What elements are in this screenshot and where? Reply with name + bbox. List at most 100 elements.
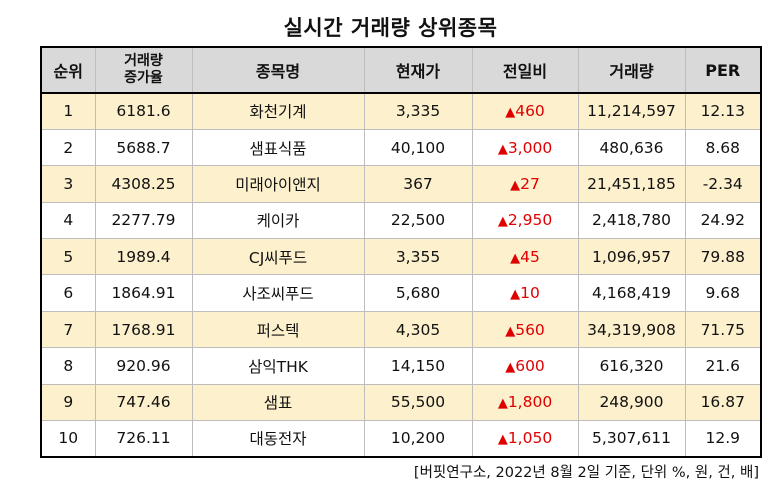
stock-name-cell: 케이카 [191, 201, 365, 240]
change-cell: ▲3,000 [471, 128, 579, 167]
price-cell: 4,305 [363, 310, 473, 349]
change-value: 1,800 [507, 393, 553, 412]
table-row: 7 1768.91 퍼스텍 4,305 ▲560 34,319,908 71.75 [40, 310, 762, 349]
price-cell: 40,100 [363, 128, 473, 167]
rank-cell: 5 [40, 238, 96, 276]
rank-cell: 4 [40, 201, 96, 240]
per-cell: 12.13 [684, 92, 762, 130]
up-triangle-icon: ▲ [510, 177, 521, 193]
per-cell: 9.68 [684, 274, 762, 312]
price-cell: 14,150 [363, 347, 473, 385]
table-row: 8 920.96 삼익THK 14,150 ▲600 616,320 21.6 [40, 347, 762, 385]
header-volume: 거래량 [577, 46, 686, 94]
change-value: 460 [515, 102, 545, 121]
volume-cell: 248,900 [577, 383, 686, 422]
volume-cell: 4,168,419 [577, 274, 686, 312]
stock-name-cell: 샘표 [191, 383, 365, 422]
source-note: [버핏연구소, 2022년 8월 2일 기준, 단위 %, 원, 건, 배] [413, 465, 759, 481]
volume-surge-cell: 6181.6 [94, 92, 193, 130]
up-triangle-icon: ▲ [497, 141, 508, 157]
per-cell: -2.34 [684, 165, 762, 203]
change-value: 1,050 [507, 429, 553, 448]
volume-surge-cell: 1864.91 [94, 274, 193, 312]
change-value: 3,000 [507, 138, 553, 157]
table-row: 5 1989.4 CJ씨푸드 3,355 ▲45 1,096,957 79.88 [40, 238, 762, 276]
change-value: 10 [520, 284, 540, 303]
table-row: 4 2277.79 케이카 22,500 ▲2,950 2,418,780 24.92 [40, 201, 762, 240]
per-cell: 24.92 [684, 201, 762, 240]
price-cell: 10,200 [363, 420, 473, 458]
price-cell: 22,500 [363, 201, 473, 240]
volume-surge-cell: 4308.25 [94, 165, 193, 203]
stock-name-cell: 샘표식품 [191, 128, 365, 167]
table-row: 3 4308.25 미래아이앤지 367 ▲27 21,451,185 -2.34 [40, 165, 762, 203]
volume-cell: 21,451,185 [577, 165, 686, 203]
header-price: 현재가 [363, 46, 473, 94]
volume-surge-cell: 747.46 [94, 383, 193, 422]
up-triangle-icon: ▲ [510, 287, 521, 303]
page-title: 실시간 거래량 상위종목 [283, 16, 498, 40]
volume-cell: 11,214,597 [577, 92, 686, 130]
volume-surge-cell: 2277.79 [94, 201, 193, 240]
change-cell: ▲560 [471, 310, 579, 349]
price-cell: 3,355 [363, 238, 473, 276]
rank-cell: 9 [40, 383, 96, 422]
up-triangle-icon: ▲ [505, 359, 516, 375]
up-triangle-icon: ▲ [510, 250, 521, 266]
volume-cell: 480,636 [577, 128, 686, 167]
change-value: 2,950 [507, 211, 553, 230]
volume-surge-cell: 5688.7 [94, 128, 193, 167]
volume-cell: 5,307,611 [577, 420, 686, 458]
change-cell: ▲10 [471, 274, 579, 312]
per-cell: 12.9 [684, 420, 762, 458]
stock-name-cell: 사조씨푸드 [191, 274, 365, 312]
up-triangle-icon: ▲ [497, 214, 508, 230]
change-value: 45 [520, 247, 540, 266]
per-cell: 79.88 [684, 238, 762, 276]
change-value: 27 [520, 174, 540, 193]
change-cell: ▲1,800 [471, 383, 579, 422]
up-triangle-icon: ▲ [505, 105, 516, 121]
rank-cell: 1 [40, 92, 96, 130]
up-triangle-icon: ▲ [497, 432, 508, 448]
header-per: PER [684, 46, 762, 94]
table-row: 2 5688.7 샘표식품 40,100 ▲3,000 480,636 8.68 [40, 128, 762, 167]
change-cell: ▲2,950 [471, 201, 579, 240]
volume-surge-cell: 1989.4 [94, 238, 193, 276]
change-cell: ▲45 [471, 238, 579, 276]
volume-cell: 34,319,908 [577, 310, 686, 349]
rank-cell: 8 [40, 347, 96, 385]
per-cell: 16.87 [684, 383, 762, 422]
stock-name-cell: 미래아이앤지 [191, 165, 365, 203]
change-cell: ▲27 [471, 165, 579, 203]
price-cell: 367 [363, 165, 473, 203]
stock-name-cell: 대동전자 [191, 420, 365, 458]
per-cell: 21.6 [684, 347, 762, 385]
price-cell: 3,335 [363, 92, 473, 130]
table-row: 9 747.46 샘표 55,500 ▲1,800 248,900 16.87 [40, 383, 762, 422]
header-change: 전일비 [471, 46, 579, 94]
stock-name-cell: 삼익THK [191, 347, 365, 385]
table-row: 10 726.11 대동전자 10,200 ▲1,050 5,307,611 12.9 [40, 420, 762, 458]
volume-cell: 616,320 [577, 347, 686, 385]
rank-cell: 7 [40, 310, 96, 349]
change-value: 600 [515, 356, 545, 375]
table-row: 1 6181.6 화천기계 3,335 ▲460 11,214,597 12.13 [40, 92, 762, 130]
header-rank: 순위 [40, 46, 96, 94]
price-cell: 55,500 [363, 383, 473, 422]
volume-cell: 2,418,780 [577, 201, 686, 240]
volume-surge-cell: 920.96 [94, 347, 193, 385]
per-cell: 8.68 [684, 128, 762, 167]
volume-surge-cell: 1768.91 [94, 310, 193, 349]
header-volume-surge: 거래량 증가율 [94, 46, 193, 94]
rank-cell: 10 [40, 420, 96, 458]
up-triangle-icon: ▲ [505, 323, 516, 339]
table-row: 6 1864.91 사조씨푸드 5,680 ▲10 4,168,419 9.68 [40, 274, 762, 312]
volume-ranking-table: 순위 거래량 증가율 종목명 현재가 전일비 거래량 PER 1 6181.6 화천… [40, 46, 762, 458]
volume-surge-cell: 726.11 [94, 420, 193, 458]
rank-cell: 3 [40, 165, 96, 203]
rank-cell: 6 [40, 274, 96, 312]
stock-name-cell: 화천기계 [191, 92, 365, 130]
header-volume-surge-line2: 증가율 [124, 70, 163, 86]
stock-name-cell: 퍼스텍 [191, 310, 365, 349]
